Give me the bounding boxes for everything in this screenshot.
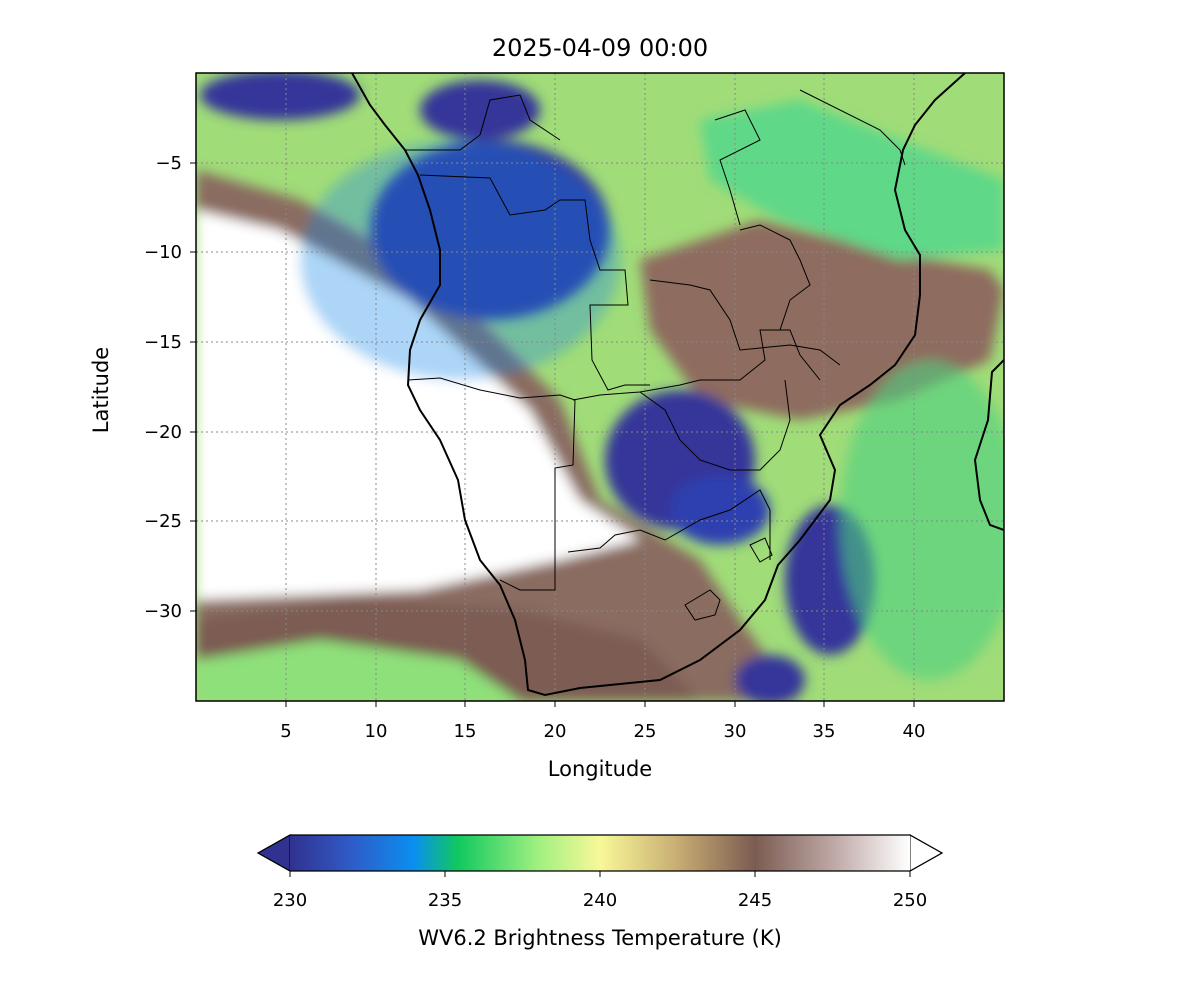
x-tick-label: 35 <box>813 721 836 742</box>
colorbar-tick-label: 245 <box>738 890 772 911</box>
y-tick-label: −5 <box>155 153 182 174</box>
border-botswana <box>572 329 821 401</box>
border-south-africa <box>567 489 771 560</box>
border-mozambique <box>739 224 811 331</box>
x-tick-label: 10 <box>365 721 388 742</box>
x-axis: 5 10 15 20 25 30 35 40 Longitude <box>280 701 925 781</box>
colorbar-tick-label: 240 <box>583 890 617 911</box>
brightness-temperature-field <box>196 73 1004 701</box>
border-zimbabwe <box>639 379 791 471</box>
x-tick-label: 5 <box>280 721 291 742</box>
africa-coastline <box>351 73 966 697</box>
x-tick-label: 15 <box>454 721 477 742</box>
border-eswatini <box>749 537 773 563</box>
x-axis-label: Longitude <box>548 757 652 781</box>
colorbar-label: WV6.2 Brightness Temperature (K) <box>418 926 782 950</box>
x-tick-label: 40 <box>903 721 926 742</box>
y-tick-label: −25 <box>144 511 182 532</box>
cold-cloud-north-centre <box>420 80 540 140</box>
moist-band-north-east <box>700 100 1004 260</box>
y-tick-label: −10 <box>144 242 182 263</box>
blue-halo-north <box>300 140 620 380</box>
cold-cloud-northwest <box>200 73 360 120</box>
x-tick-label: 30 <box>724 721 747 742</box>
plot-frame <box>195 72 1005 702</box>
colorbar-max-extension <box>909 834 944 872</box>
border-lesotho <box>684 589 721 621</box>
border-zambia-malawi <box>649 279 841 366</box>
border-angola-east <box>419 174 650 391</box>
y-axis-label: Latitude <box>89 347 113 433</box>
moist-strip-southwest <box>196 640 520 701</box>
cold-cloud-southern-tip <box>735 655 805 701</box>
colorbar-tick-label: 250 <box>893 890 927 911</box>
y-tick-label: −20 <box>144 422 182 443</box>
coastlines <box>351 73 1004 697</box>
colorbar-tick-label: 235 <box>428 890 462 911</box>
border-north <box>405 94 561 151</box>
colorbar-min-extension <box>256 834 291 872</box>
country-borders <box>405 89 906 621</box>
madagascar-coastline <box>973 359 1004 531</box>
border-tanzania <box>714 109 761 226</box>
colorbar: 230 235 240 245 250 WV6.2 Brightness Tem… <box>256 834 944 950</box>
colorbar-tick-label: 230 <box>273 890 307 911</box>
chart-title: 2025-04-09 00:00 <box>492 34 708 62</box>
cold-cloud-south <box>670 475 770 545</box>
y-tick-label: −30 <box>144 601 182 622</box>
x-tick-label: 20 <box>544 721 567 742</box>
colorbar-gradient <box>290 835 910 871</box>
y-axis: −5 −10 −15 −20 −25 −30 Latitude <box>89 153 196 622</box>
y-tick-label: −15 <box>144 332 182 353</box>
green-band-ocean-east <box>840 360 1004 680</box>
border-kenya <box>799 89 906 166</box>
x-tick-label: 25 <box>634 721 657 742</box>
